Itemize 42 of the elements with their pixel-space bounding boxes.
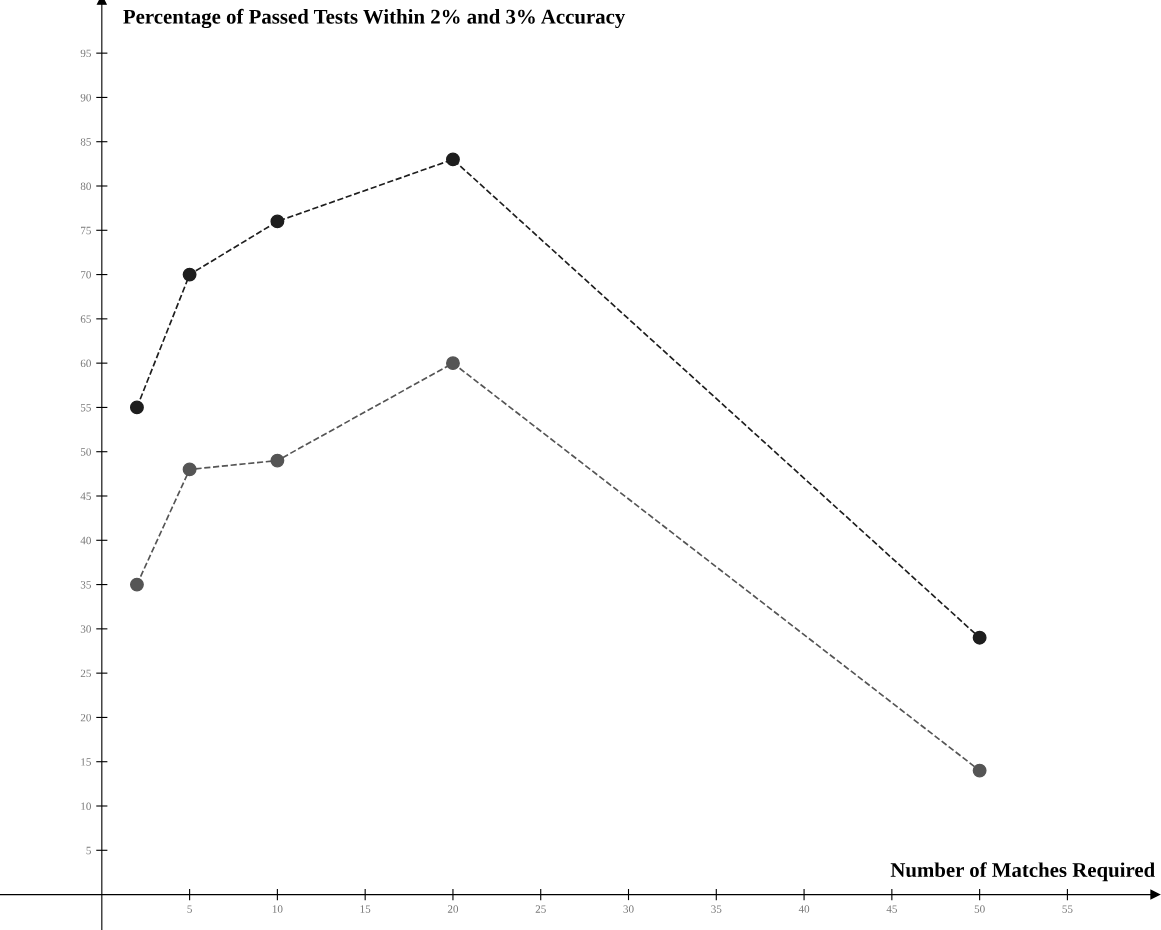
- y-tick-label: 90: [80, 93, 91, 102]
- point: [270, 214, 285, 229]
- point: [129, 577, 144, 592]
- y-tick-label: 25: [80, 669, 91, 678]
- x-tick-label: 50: [974, 905, 985, 913]
- x-tick-label: 55: [1062, 905, 1073, 913]
- y-tick-label: 80: [80, 182, 91, 190]
- point: [182, 267, 197, 282]
- chart-title: Percentage of Passed Tests Within 2% and 3% Accuracy: [123, 8, 626, 29]
- point: [972, 763, 987, 778]
- y-tick-label: 20: [80, 713, 91, 722]
- x-tick-label: 35: [711, 905, 722, 913]
- x-axis-title: Number of Matches Required: [890, 862, 1155, 882]
- x-tick-label: 10: [272, 905, 283, 913]
- x-tick-label: 40: [798, 905, 810, 913]
- x-tick-label: 20: [447, 905, 459, 913]
- y-tick-label: 10: [81, 802, 91, 810]
- y-tick-label: 30: [80, 625, 91, 633]
- y-tick-label: 50: [80, 448, 91, 456]
- y-tick-label: 70: [81, 271, 91, 279]
- x-tick-label: 5: [187, 905, 192, 913]
- y-tick-label: 15: [81, 758, 91, 766]
- point: [129, 400, 144, 415]
- y-tick-label: 75: [81, 226, 91, 235]
- y-tick-label: 5: [86, 846, 91, 855]
- y-tick-label: 85: [80, 138, 91, 146]
- x-tick-label: 45: [886, 905, 897, 913]
- x-tick-label: 15: [360, 905, 371, 913]
- point: [446, 356, 460, 371]
- point: [446, 152, 460, 167]
- point: [270, 453, 285, 468]
- point: [972, 630, 987, 645]
- x-tick-label: 25: [535, 905, 546, 913]
- y-tick-label: 60: [80, 359, 91, 368]
- y-tick-label: 65: [80, 315, 91, 323]
- y-tick-label: 35: [80, 581, 91, 589]
- point: [182, 462, 197, 477]
- y-tick-label: 45: [80, 492, 91, 500]
- y-tick-label: 95: [80, 49, 91, 58]
- y-tick-label: 40: [80, 536, 91, 545]
- y-tick-label: 55: [80, 404, 91, 412]
- x-tick-label: 30: [623, 905, 634, 913]
